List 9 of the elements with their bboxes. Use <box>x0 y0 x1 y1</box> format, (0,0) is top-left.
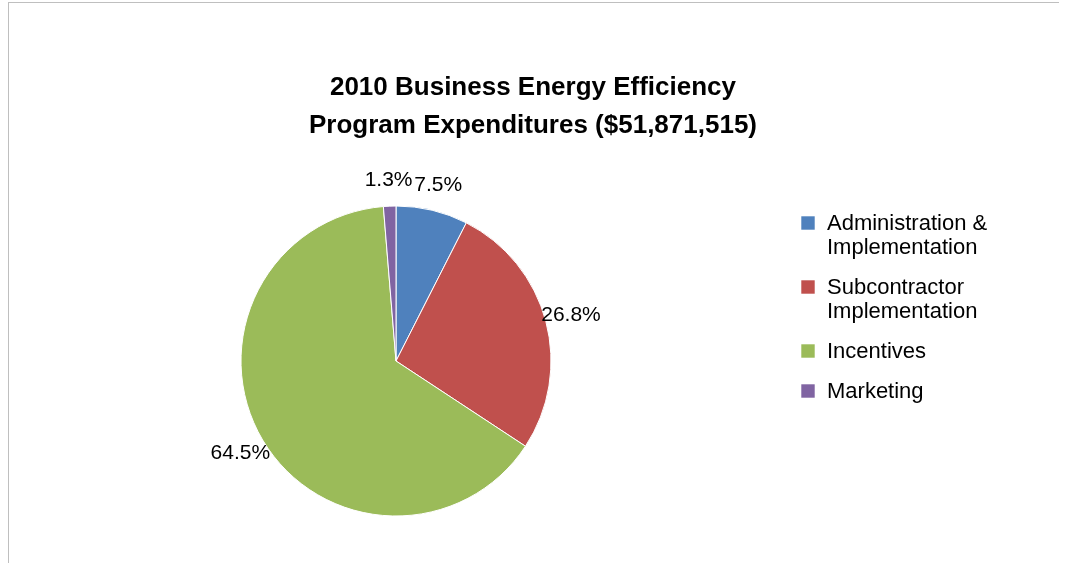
legend-label: Subcontractor Implementation <box>827 274 978 323</box>
chart-title: 2010 Business Energy Efficiency Program Expenditures ($51,871,515) <box>309 71 757 139</box>
legend-label: Marketing <box>827 378 924 403</box>
data-label: 7.5% <box>414 171 463 195</box>
data-label: 64.5% <box>210 440 271 464</box>
legend-label: Incentives <box>827 338 927 363</box>
legend-label: Administration & Implementation <box>827 210 988 259</box>
data-label: 1.3% <box>364 167 413 191</box>
data-label: 26.8% <box>541 301 601 325</box>
